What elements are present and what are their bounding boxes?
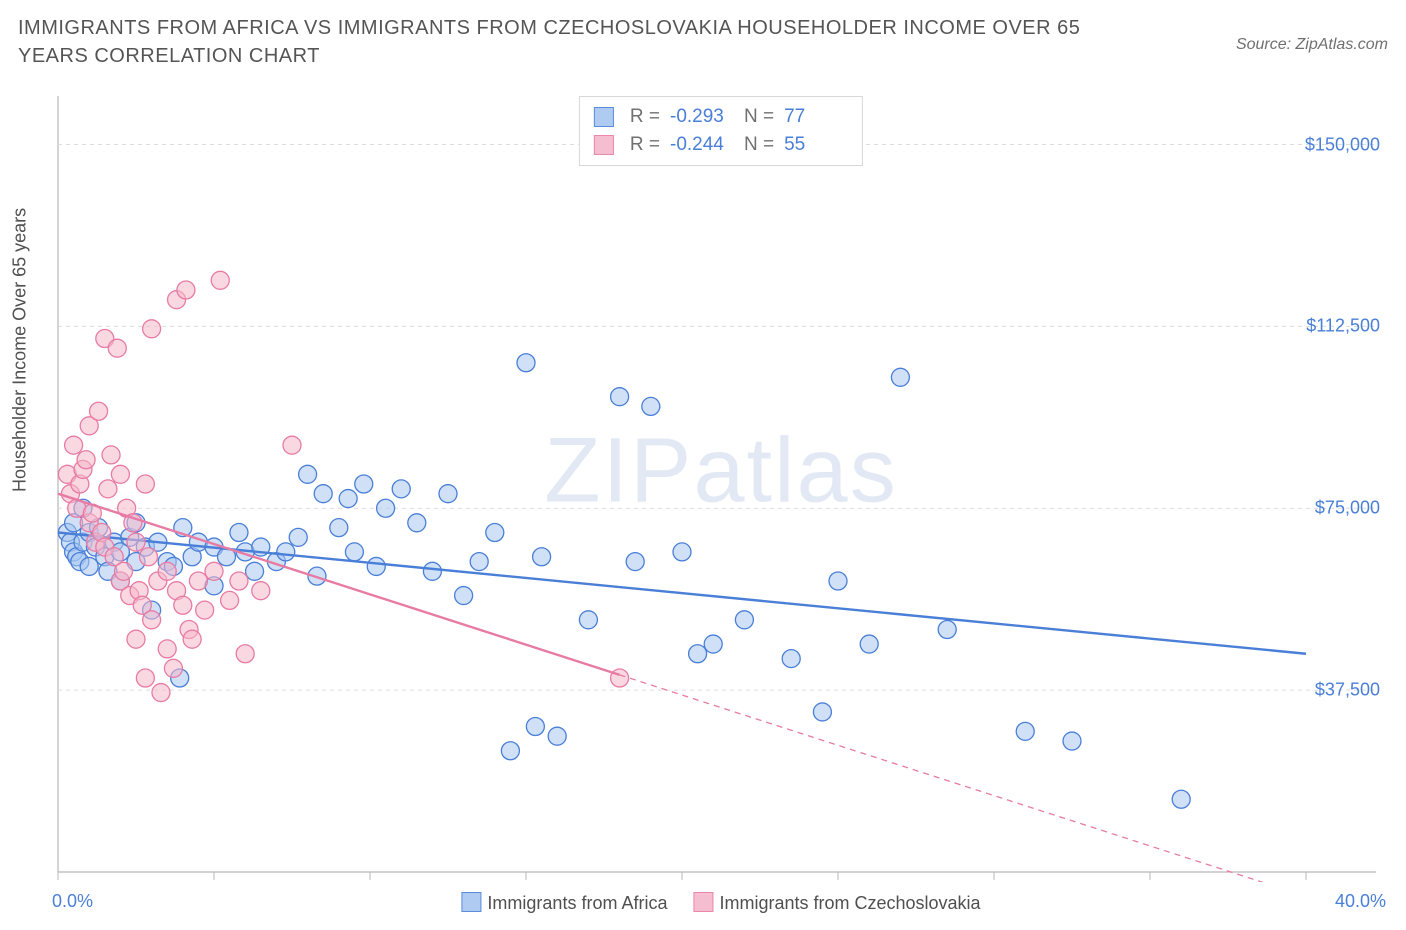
y-tick-label: $112,500 xyxy=(1306,316,1380,337)
legend-label: Immigrants from Czechoslovakia xyxy=(719,893,980,913)
legend-swatch-icon xyxy=(594,135,614,155)
r-value: -0.293 xyxy=(670,103,734,131)
correlation-stats-box: R = -0.293 N = 77 R = -0.244 N = 55 xyxy=(579,96,863,166)
stat-label: N = xyxy=(744,131,774,159)
legend-item-czechoslovakia: Immigrants from Czechoslovakia xyxy=(693,892,980,914)
legend-swatch-icon xyxy=(594,107,614,127)
y-tick-label: $150,000 xyxy=(1305,134,1380,155)
stats-row-africa: R = -0.293 N = 77 xyxy=(594,103,848,131)
chart-title: IMMIGRANTS FROM AFRICA VS IMMIGRANTS FRO… xyxy=(18,14,1138,70)
source-attribution: Source: ZipAtlas.com xyxy=(1236,36,1388,54)
plot-svg xyxy=(56,92,1386,882)
x-tick-label: 40.0% xyxy=(1335,891,1386,912)
stats-row-czechoslovakia: R = -0.244 N = 55 xyxy=(594,131,848,159)
stat-label: R = xyxy=(630,131,660,159)
legend-swatch-icon xyxy=(461,892,481,912)
legend-swatch-icon xyxy=(693,892,713,912)
y-tick-label: $37,500 xyxy=(1315,680,1380,701)
y-axis-label: Householder Income Over 65 years xyxy=(10,208,31,492)
legend-item-africa: Immigrants from Africa xyxy=(461,892,667,914)
series-legend: Immigrants from Africa Immigrants from C… xyxy=(461,892,980,914)
r-value: -0.244 xyxy=(670,131,734,159)
n-value: 55 xyxy=(784,131,848,159)
y-tick-label: $75,000 xyxy=(1315,498,1380,519)
n-value: 77 xyxy=(784,103,848,131)
scatter-plot: ZIPatlas $37,500 $75,000 $112,500 $150,0… xyxy=(56,92,1386,882)
stat-label: N = xyxy=(744,103,774,131)
chart-container: Householder Income Over 65 years ZIPatla… xyxy=(50,92,1390,882)
x-tick-label: 0.0% xyxy=(52,891,93,912)
stat-label: R = xyxy=(630,103,660,131)
legend-label: Immigrants from Africa xyxy=(487,893,667,913)
